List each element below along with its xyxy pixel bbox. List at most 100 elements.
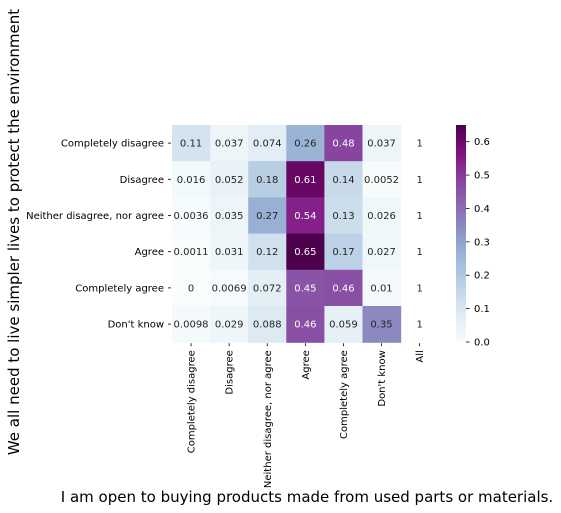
cell-value-label: 0.026 — [367, 211, 396, 222]
colorbar: 0.0 0.1 0.2 0.3 0.4 0.5 0.6 — [456, 125, 490, 349]
cell-value-label: 0.27 — [256, 211, 278, 222]
cell-value-label: 0.65 — [294, 247, 316, 258]
cell-value-label: 0 — [188, 283, 194, 294]
cell-value-label: 0.17 — [332, 247, 354, 258]
x-tick-label: Neither disagree, nor agree — [263, 350, 274, 488]
heatmap-cell — [362, 125, 402, 162]
colorbar-tick-label: 0.4 — [474, 204, 490, 215]
y-tick-labels: Completely disagree Disagree Neither disag… — [26, 139, 171, 331]
cell-value-label: 0.11 — [180, 139, 202, 150]
heatmap-cell — [172, 161, 211, 198]
cell-value-label: 0.35 — [370, 320, 392, 331]
heatmap-cell — [286, 233, 325, 271]
cell-value-label: 1 — [416, 211, 422, 222]
cell-value-label: 0.052 — [215, 175, 244, 186]
cell-value-label: 1 — [416, 175, 422, 186]
x-tick-label: Completely agree — [339, 350, 350, 439]
heatmap-cell — [172, 125, 211, 162]
cell-value-label: 1 — [416, 320, 422, 331]
y-tick-label: Don't know — [108, 320, 164, 331]
x-tick-label: All — [415, 350, 426, 362]
colorbar-tick-label: 0.3 — [474, 237, 490, 248]
cell-value-label: 0.46 — [294, 320, 316, 331]
cell-value-label: 0.0069 — [212, 283, 247, 294]
cell-value-label: 0.26 — [294, 139, 316, 150]
colorbar-gradient — [456, 125, 466, 342]
heatmap-cell — [210, 269, 249, 307]
heatmap-cell — [286, 161, 325, 198]
cell-value-label: 0.0052 — [364, 175, 399, 186]
heatmap-cell — [362, 269, 402, 307]
cell-value-label: 0.088 — [253, 320, 282, 331]
heatmap-cell — [362, 306, 402, 343]
cell-value-label: 0.12 — [256, 247, 278, 258]
heatmap-cell — [362, 197, 402, 235]
heatmap-cell — [172, 197, 211, 235]
x-tick-labels: Completely disagree Disagree Neither disag… — [187, 343, 426, 488]
cell-value-label: 0.016 — [177, 175, 206, 186]
heatmap-cell — [210, 161, 249, 198]
heatmap-cell — [362, 161, 402, 198]
heatmap-cell — [324, 161, 364, 198]
heatmap-cell — [286, 269, 325, 307]
y-tick-label: Completely disagree — [61, 139, 164, 150]
heatmap-cell — [210, 125, 249, 162]
x-tick-label: Disagree — [225, 350, 236, 394]
heatmap-cell — [248, 197, 287, 235]
cell-value-label: 0.035 — [215, 211, 244, 222]
cell-value-label: 0.0036 — [174, 211, 209, 222]
heatmap-cell — [286, 197, 325, 235]
heatmap-cell — [248, 269, 287, 307]
x-tick-label: Completely disagree — [187, 350, 198, 453]
heatmap-cell — [286, 125, 325, 162]
cell-value-label: 0.037 — [367, 139, 396, 150]
cell-value-label: 1 — [416, 247, 422, 258]
cell-value-label: 0.074 — [253, 139, 282, 150]
cell-value-label: 0.18 — [256, 175, 278, 186]
colorbar-tick-label: 0.6 — [474, 137, 490, 148]
heatmap-cells: 0.11 0.037 0.074 0.26 0.48 0.037 1 0.016 0.052 0.… — [172, 125, 423, 343]
y-tick-label: Completely agree — [75, 283, 164, 294]
cell-value-label: 1 — [416, 283, 422, 294]
cell-value-label: 0.029 — [215, 320, 244, 331]
colorbar-tick-label: 0.0 — [474, 338, 490, 349]
heatmap-cell — [172, 269, 211, 307]
y-axis-title: We all need to live simpler lives to pro… — [5, 9, 23, 455]
heatmap-cell — [210, 233, 249, 271]
heatmap-cell — [324, 125, 364, 162]
heatmap-cell — [172, 306, 211, 343]
x-tick-label: Don't know — [377, 350, 388, 406]
cell-value-label: 0.059 — [329, 320, 358, 331]
colorbar-tick-label: 0.2 — [474, 271, 490, 282]
y-tick-label: Neither disagree, nor agree — [26, 211, 164, 222]
y-tick-label: Agree — [135, 247, 164, 258]
cell-value-label: 0.031 — [215, 247, 244, 258]
heatmap-cell — [248, 161, 287, 198]
heatmap-cell — [286, 306, 325, 343]
cell-value-label: 0.072 — [253, 283, 282, 294]
cell-value-label: 0.54 — [294, 211, 316, 222]
cell-value-label: 0.0098 — [174, 320, 209, 331]
heatmap-cell — [210, 306, 249, 343]
colorbar-tick-label: 0.5 — [474, 171, 490, 182]
heatmap-cell — [324, 269, 364, 307]
cell-value-label: 0.45 — [294, 283, 316, 294]
cell-value-label: 0.01 — [370, 283, 392, 294]
heatmap-cell — [248, 233, 287, 271]
cell-value-label: 0.14 — [332, 175, 354, 186]
y-tick-label: Disagree — [120, 175, 164, 186]
cell-value-label: 0.46 — [332, 283, 354, 294]
colorbar-tick-label: 0.1 — [474, 304, 490, 315]
cell-value-label: 0.027 — [367, 247, 396, 258]
heatmap-cell — [248, 306, 287, 343]
heatmap-cell — [248, 125, 287, 162]
heatmap-cell — [324, 197, 364, 235]
heatmap-cell — [324, 306, 364, 343]
heatmap-cell — [172, 233, 211, 271]
cell-value-label: 0.037 — [215, 139, 244, 150]
x-tick-label: Agree — [301, 350, 312, 379]
x-axis-title: I am open to buying products made from u… — [61, 488, 553, 506]
heatmap-cell — [210, 197, 249, 235]
cell-value-label: 1 — [416, 139, 422, 150]
